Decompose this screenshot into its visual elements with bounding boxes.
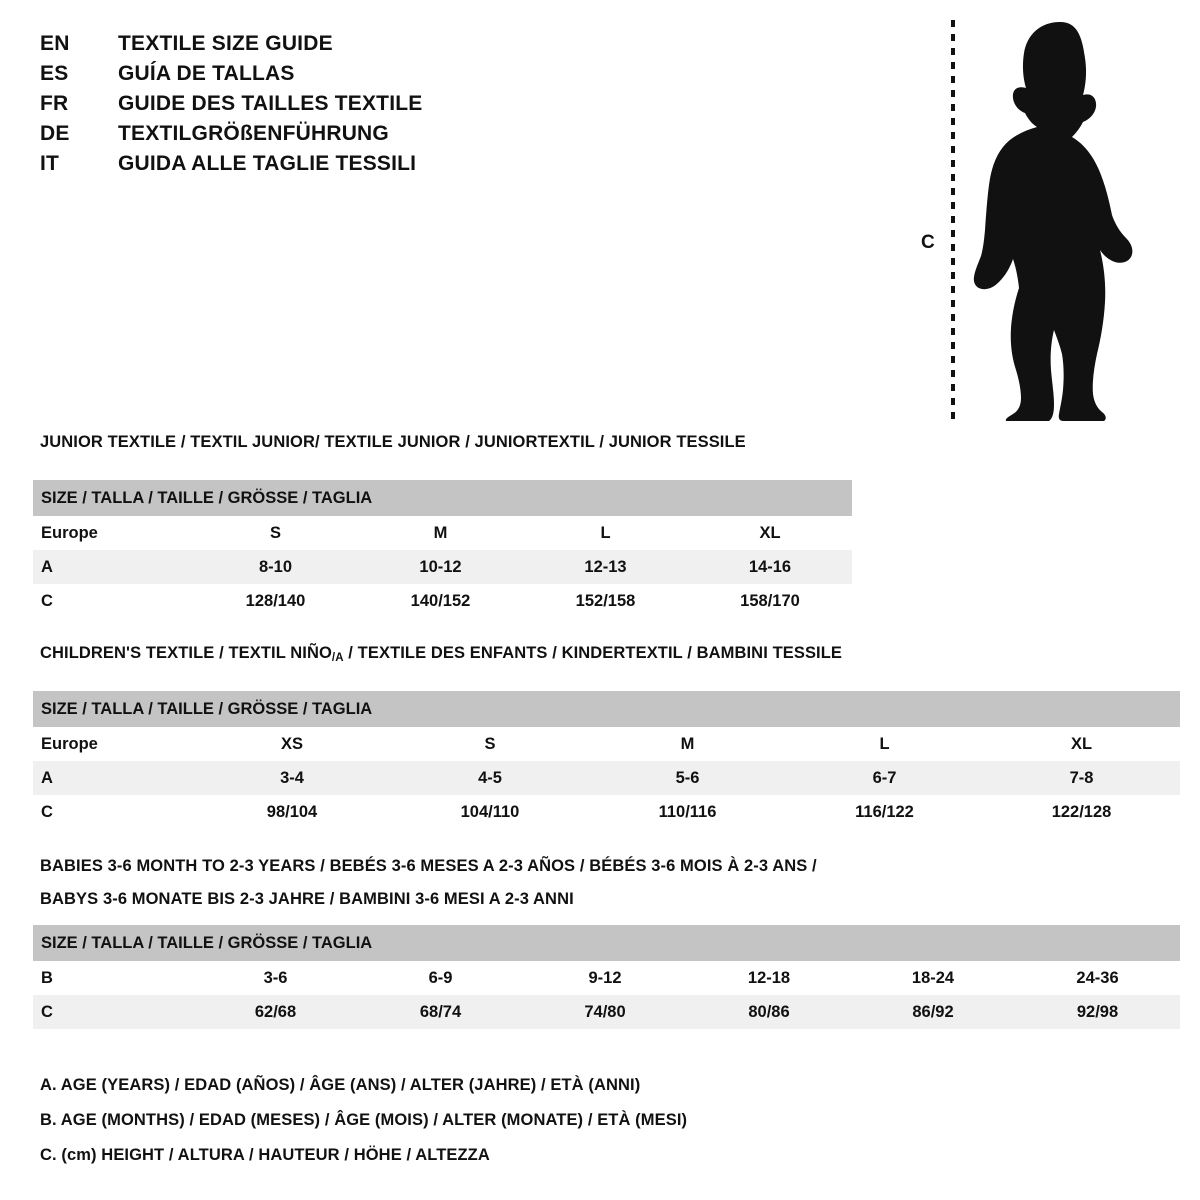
children-size-table: SIZE / TALLA / TAILLE / GRÖSSE / TAGLIA … — [33, 691, 1181, 829]
babies-row-b-c4: 12-18 — [687, 961, 851, 995]
children-section-title: CHILDREN'S TEXTILE / TEXTIL NIÑO/A / TEX… — [40, 644, 842, 664]
legend-block: A. AGE (YEARS) / EDAD (AÑOS) / ÂGE (ANS)… — [40, 1068, 940, 1173]
children-size-l: L — [786, 727, 983, 761]
babies-row-c-c4: 80/86 — [687, 995, 851, 1029]
babies-row-c-c6: 92/98 — [1015, 995, 1181, 1029]
child-silhouette-icon — [973, 22, 1133, 421]
junior-size-l: L — [523, 516, 688, 550]
height-dashed-line — [951, 20, 955, 420]
junior-row-c-label: C — [33, 584, 193, 618]
babies-row-b-c3: 9-12 — [523, 961, 687, 995]
language-text-es: GUÍA DE TALLAS — [118, 62, 295, 85]
children-title-sub: /A — [331, 652, 344, 665]
language-text-en: TEXTILE SIZE GUIDE — [118, 32, 333, 55]
junior-row-c-l: 152/158 — [523, 584, 688, 618]
junior-band-row: SIZE / TALLA / TAILLE / GRÖSSE / TAGLIA — [33, 480, 852, 516]
babies-title-line1: BABIES 3-6 MONTH TO 2-3 YEARS / BEBÉS 3-… — [40, 857, 817, 875]
babies-row-c-label: C — [33, 995, 193, 1029]
table-row: C 98/104 104/110 110/116 116/122 122/128 — [33, 795, 1181, 829]
babies-row-c-c3: 74/80 — [523, 995, 687, 1029]
babies-row-c-c2: 68/74 — [358, 995, 523, 1029]
children-row-a-l: 6-7 — [786, 761, 983, 795]
language-header-block: EN TEXTILE SIZE GUIDE ES GUÍA DE TALLAS … — [40, 32, 560, 182]
language-code-de: DE — [40, 122, 70, 145]
children-band-row: SIZE / TALLA / TAILLE / GRÖSSE / TAGLIA — [33, 691, 1181, 727]
junior-row-a-m: 10-12 — [358, 550, 523, 584]
language-code-en: EN — [40, 32, 70, 55]
children-row-c-xl: 122/128 — [983, 795, 1181, 829]
height-measurement-figure: C — [905, 14, 1165, 426]
children-size-xl: XL — [983, 727, 1181, 761]
junior-row-c-xl: 158/170 — [688, 584, 852, 618]
junior-row-c-m: 140/152 — [358, 584, 523, 618]
language-row-es: ES GUÍA DE TALLAS — [40, 62, 560, 92]
language-text-it: GUIDA ALLE TAGLIE TESSILI — [118, 152, 417, 175]
table-row: A 8-10 10-12 12-13 14-16 — [33, 550, 852, 584]
babies-row-b-c2: 6-9 — [358, 961, 523, 995]
children-row-a-m: 5-6 — [589, 761, 786, 795]
children-row-c-xs: 98/104 — [193, 795, 391, 829]
junior-size-table: SIZE / TALLA / TAILLE / GRÖSSE / TAGLIA … — [33, 480, 852, 618]
legend-line-c: C. (cm) HEIGHT / ALTURA / HAUTEUR / HÖHE… — [40, 1146, 490, 1164]
children-row-c-s: 104/110 — [391, 795, 589, 829]
junior-size-xl: XL — [688, 516, 852, 550]
junior-row-c-s: 128/140 — [193, 584, 358, 618]
junior-band-label: SIZE / TALLA / TAILLE / GRÖSSE / TAGLIA — [33, 480, 852, 516]
language-row-it: IT GUIDA ALLE TAGLIE TESSILI — [40, 152, 560, 182]
children-size-xs: XS — [193, 727, 391, 761]
babies-row-b-c6: 24-36 — [1015, 961, 1181, 995]
language-code-it: IT — [40, 152, 60, 175]
children-band-label: SIZE / TALLA / TAILLE / GRÖSSE / TAGLIA — [33, 691, 1181, 727]
babies-row-c-c1: 62/68 — [193, 995, 358, 1029]
junior-size-m: M — [358, 516, 523, 550]
language-code-es: ES — [40, 62, 69, 85]
table-row: C 128/140 140/152 152/158 158/170 — [33, 584, 852, 618]
language-text-fr: GUIDE DES TAILLES TEXTILE — [118, 92, 423, 115]
babies-band-row: SIZE / TALLA / TAILLE / GRÖSSE / TAGLIA — [33, 925, 1181, 961]
junior-row-a-label: A — [33, 550, 193, 584]
children-size-s: S — [391, 727, 589, 761]
junior-row-a-s: 8-10 — [193, 550, 358, 584]
children-row-c-label: C — [33, 795, 193, 829]
babies-size-table: SIZE / TALLA / TAILLE / GRÖSSE / TAGLIA … — [33, 925, 1181, 1029]
children-title-post: / TEXTILE DES ENFANTS / KINDERTEXTIL / B… — [343, 644, 843, 662]
language-text-de: TEXTILGRÖßENFÜHRUNG — [118, 122, 389, 145]
babies-row-b-label: B — [33, 961, 193, 995]
babies-title-line2: BABYS 3-6 MONATE BIS 2-3 JAHRE / BAMBINI… — [40, 890, 574, 908]
children-row-c-m: 110/116 — [589, 795, 786, 829]
children-region-label: Europe — [33, 727, 193, 761]
babies-section-title: BABIES 3-6 MONTH TO 2-3 YEARS / BEBÉS 3-… — [40, 850, 817, 916]
language-row-de: DE TEXTILGRÖßENFÜHRUNG — [40, 122, 560, 152]
language-row-en: EN TEXTILE SIZE GUIDE — [40, 32, 560, 62]
babies-band-label: SIZE / TALLA / TAILLE / GRÖSSE / TAGLIA — [33, 925, 1181, 961]
junior-row-a-l: 12-13 — [523, 550, 688, 584]
junior-section-title: JUNIOR TEXTILE / TEXTIL JUNIOR/ TEXTILE … — [40, 433, 746, 451]
height-measure-label: C — [921, 232, 935, 253]
junior-header-row: Europe S M L XL — [33, 516, 852, 550]
junior-size-s: S — [193, 516, 358, 550]
children-row-a-s: 4-5 — [391, 761, 589, 795]
legend-line-a: A. AGE (YEARS) / EDAD (AÑOS) / ÂGE (ANS)… — [40, 1076, 641, 1094]
children-row-a-xl: 7-8 — [983, 761, 1181, 795]
junior-region-label: Europe — [33, 516, 193, 550]
legend-line-b: B. AGE (MONTHS) / EDAD (MESES) / ÂGE (MO… — [40, 1111, 688, 1129]
children-row-a-xs: 3-4 — [193, 761, 391, 795]
table-row: B 3-6 6-9 9-12 12-18 18-24 24-36 — [33, 961, 1181, 995]
language-row-fr: FR GUIDE DES TAILLES TEXTILE — [40, 92, 560, 122]
language-code-fr: FR — [40, 92, 69, 115]
table-row: A 3-4 4-5 5-6 6-7 7-8 — [33, 761, 1181, 795]
babies-row-b-c5: 18-24 — [851, 961, 1015, 995]
children-size-m: M — [589, 727, 786, 761]
children-header-row: Europe XS S M L XL — [33, 727, 1181, 761]
babies-row-c-c5: 86/92 — [851, 995, 1015, 1029]
junior-row-a-xl: 14-16 — [688, 550, 852, 584]
babies-row-b-c1: 3-6 — [193, 961, 358, 995]
children-row-a-label: A — [33, 761, 193, 795]
children-title-pre: CHILDREN'S TEXTILE / TEXTIL NIÑO — [40, 644, 332, 662]
table-row: C 62/68 68/74 74/80 80/86 86/92 92/98 — [33, 995, 1181, 1029]
children-row-c-l: 116/122 — [786, 795, 983, 829]
